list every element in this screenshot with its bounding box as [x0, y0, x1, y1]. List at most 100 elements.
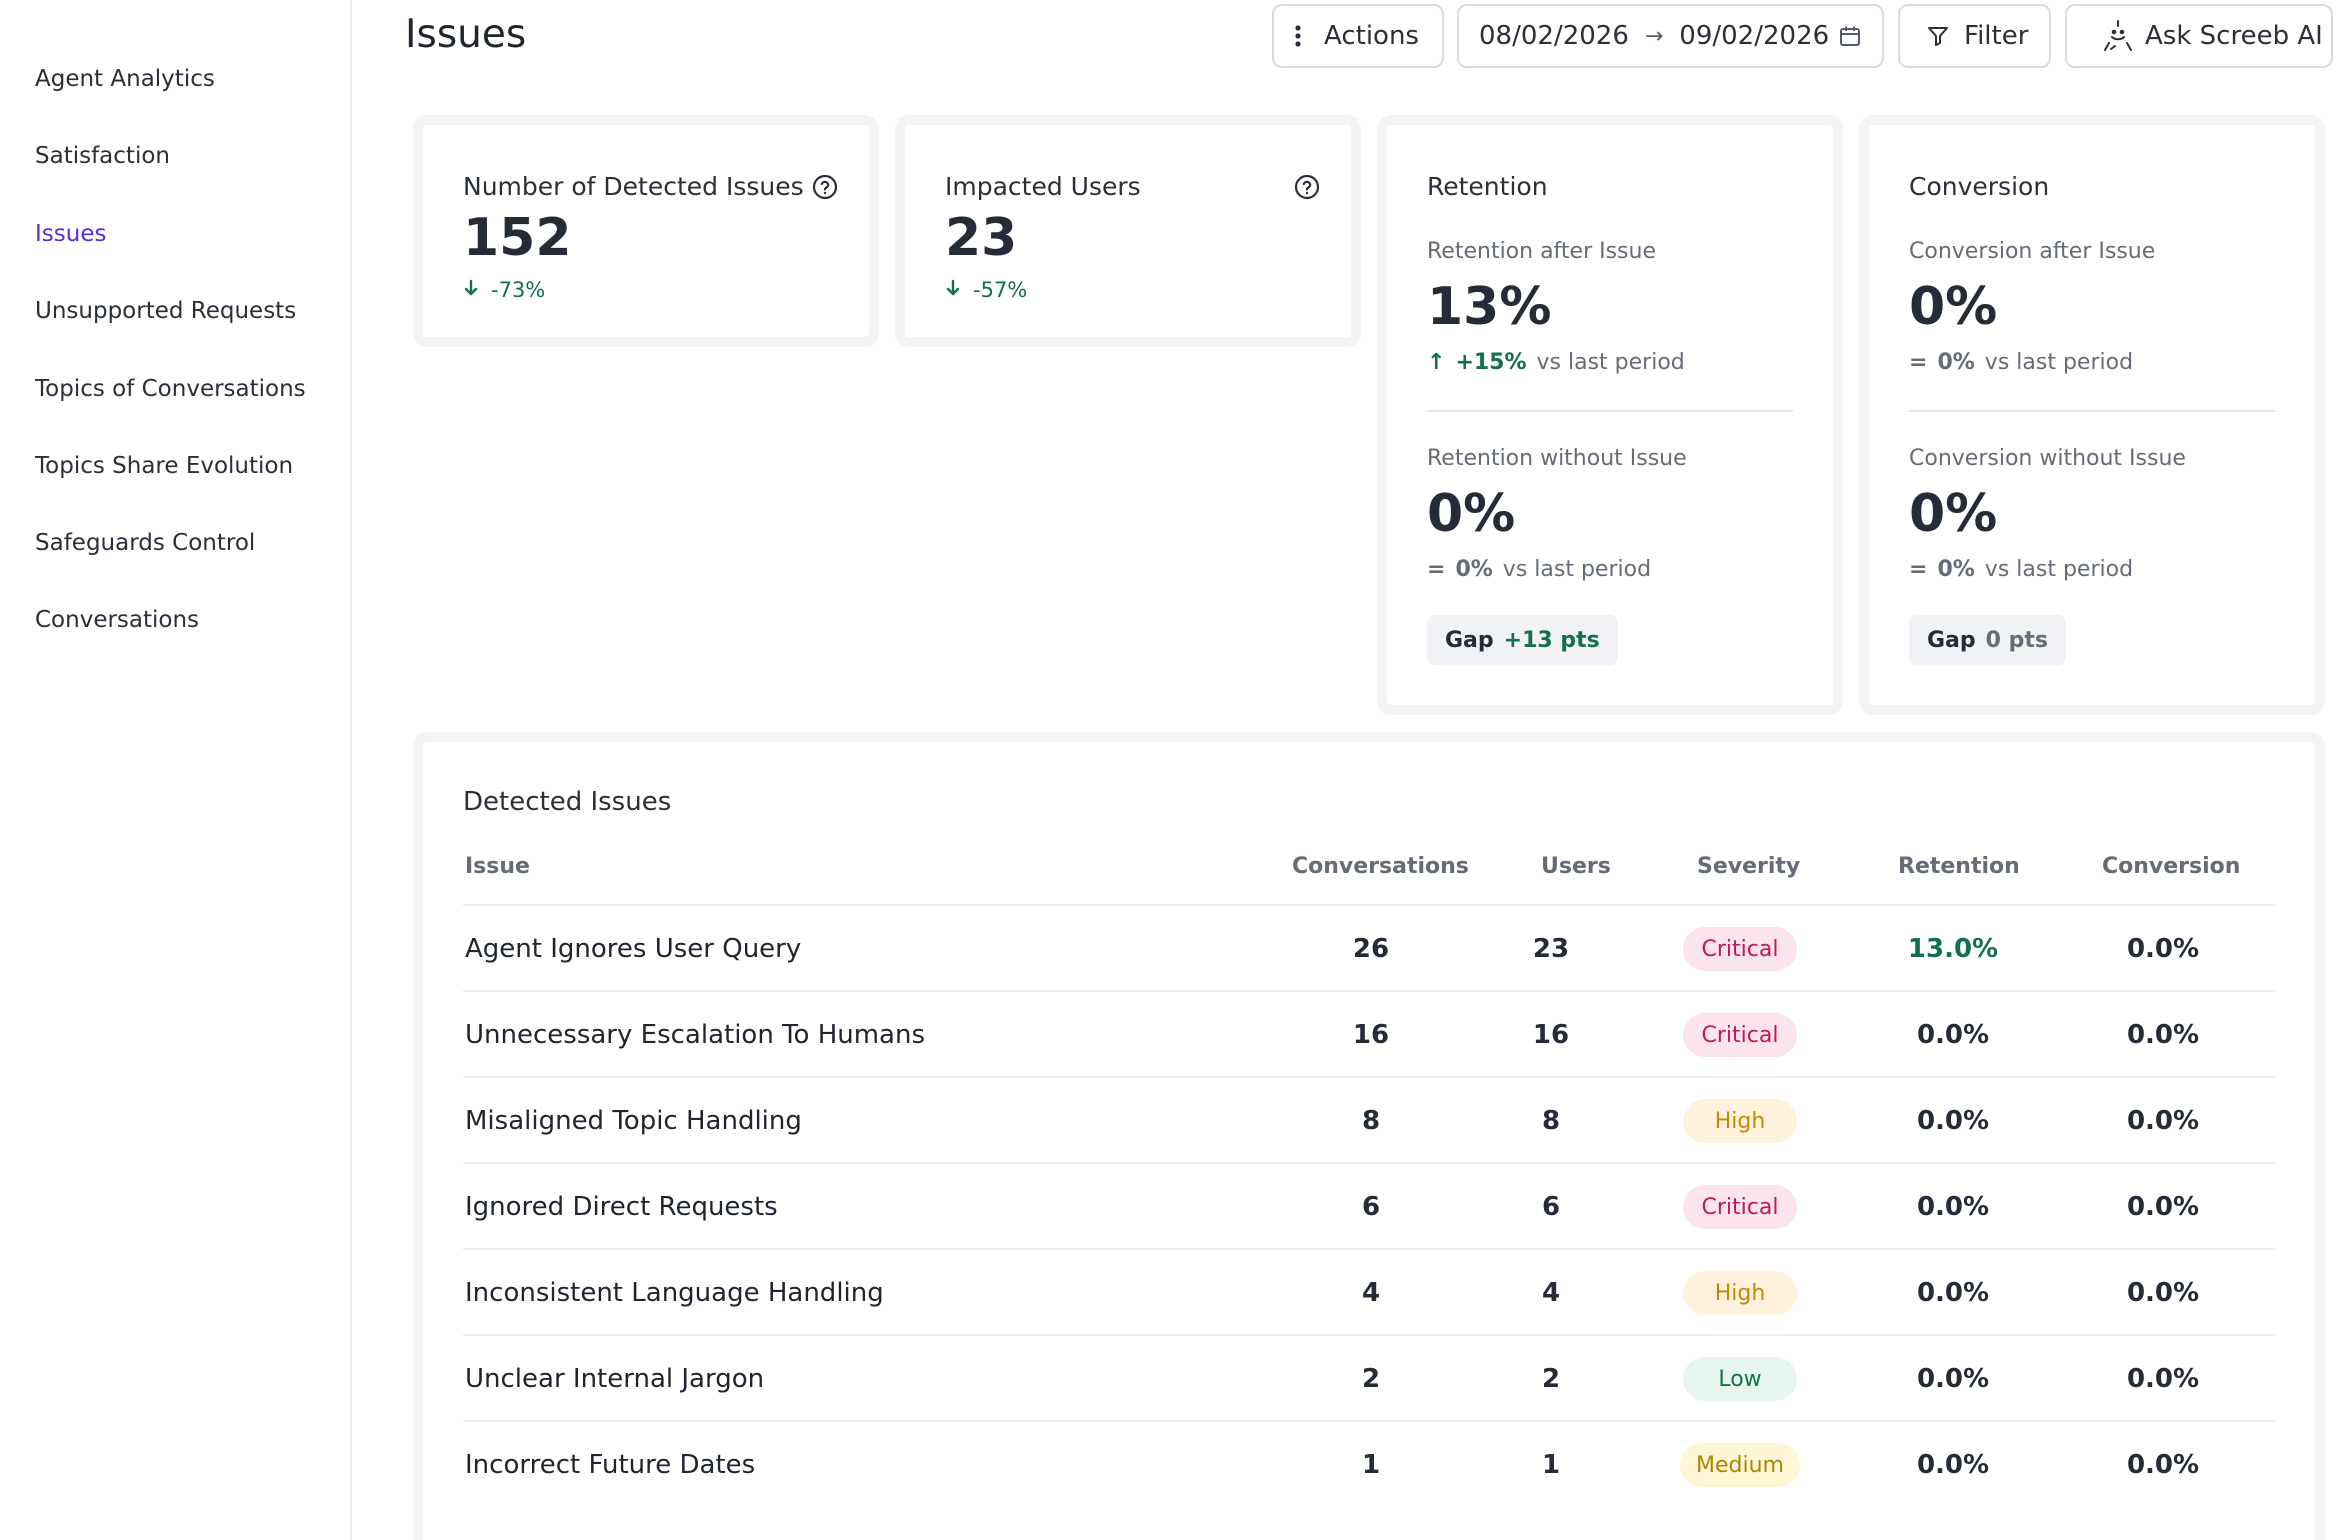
- gap-value: +13 pts: [1503, 627, 1600, 653]
- retention-without-comparison: = 0% vs last period: [1427, 557, 1651, 582]
- conversion-after-label: Conversion after Issue: [1909, 239, 2156, 264]
- severity-cell: Critical: [1660, 992, 1820, 1078]
- calendar-icon: [1839, 25, 1861, 47]
- column-header-conversations[interactable]: Conversations: [1292, 854, 1469, 879]
- retention-cell: 0.0%: [1916, 1020, 1990, 1050]
- divider: [1427, 410, 1793, 412]
- table-row[interactable]: Incorrect Future Dates 1 1 0.0% 0.0% Medium: [463, 1420, 2275, 1506]
- column-header-users[interactable]: Users: [1541, 854, 1611, 879]
- retention-after-comparison: ↑ +15% vs last period: [1427, 350, 1685, 375]
- column-header-retention[interactable]: Retention: [1898, 854, 2020, 879]
- issue-name: Misaligned Topic Handling: [465, 1106, 802, 1136]
- issue-name: Agent Ignores User Query: [465, 934, 802, 964]
- help-icon[interactable]: [1294, 174, 1320, 204]
- ask-ai-label: Ask Screeb AI: [2145, 21, 2323, 51]
- gap-label: Gap: [1445, 627, 1494, 653]
- conversations-cell: 4: [1361, 1278, 1381, 1308]
- date-start: 08/02/2026: [1479, 21, 1629, 51]
- users-cell: 23: [1532, 934, 1570, 964]
- gap-label: Gap: [1927, 627, 1976, 653]
- conversations-cell: 1: [1361, 1450, 1381, 1480]
- table-row[interactable]: Unclear Internal Jargon 2 2 0.0% 0.0% Low: [463, 1334, 2275, 1420]
- issue-name: Inconsistent Language Handling: [465, 1278, 884, 1308]
- gap-value: 0 pts: [1985, 627, 2048, 653]
- severity-cell: Critical: [1660, 906, 1820, 992]
- issue-name: Ignored Direct Requests: [465, 1192, 778, 1222]
- conversations-cell: 16: [1352, 1020, 1390, 1050]
- table-row[interactable]: Misaligned Topic Handling 8 8 0.0% 0.0% High: [463, 1076, 2275, 1162]
- filter-button[interactable]: Filter: [1898, 4, 2051, 68]
- retention-gap-badge: Gap +13 pts: [1427, 615, 1618, 665]
- date-arrow: →: [1644, 23, 1664, 49]
- impacted-users-value: 23: [945, 208, 1018, 268]
- filter-icon: [1926, 24, 1950, 48]
- severity-cell: High: [1660, 1250, 1820, 1336]
- issue-name: Incorrect Future Dates: [465, 1450, 756, 1480]
- table-row[interactable]: Agent Ignores User Query 26 23 13.0% 0.0% Cri…: [463, 904, 2275, 990]
- conversion-after-value: 0%: [1909, 277, 1998, 337]
- ask-ai-button[interactable]: Ask Screeb AI: [2065, 4, 2333, 68]
- retention-after-delta: +15%: [1455, 350, 1527, 375]
- sidebar-item-topics-share-evolution[interactable]: Topics Share Evolution: [35, 453, 294, 479]
- users-cell: 8: [1541, 1106, 1561, 1136]
- conversations-cell: 2: [1361, 1364, 1381, 1394]
- retention-after-value: 13%: [1427, 277, 1552, 337]
- retention-without-delta: 0%: [1455, 557, 1493, 582]
- detected-issues-title: Number of Detected Issues: [463, 172, 804, 201]
- column-header-conversion[interactable]: Conversion: [2102, 854, 2241, 879]
- sidebar: Agent Analytics Satisfaction Issues Unsu…: [0, 0, 352, 1540]
- users-cell: 16: [1532, 1020, 1570, 1050]
- retention-cell: 0.0%: [1916, 1278, 1990, 1308]
- table-row[interactable]: Inconsistent Language Handling 4 4 0.0% 0.0%…: [463, 1248, 2275, 1334]
- severity-cell: High: [1660, 1078, 1820, 1164]
- conversion-cell: 0.0%: [2126, 1192, 2200, 1222]
- conversations-cell: 26: [1352, 934, 1390, 964]
- conversion-without-value: 0%: [1909, 484, 1998, 544]
- arrow-down-icon: [463, 278, 479, 302]
- severity-badge: High: [1683, 1099, 1797, 1143]
- filter-label: Filter: [1964, 21, 2029, 51]
- conversion-cell: 0.0%: [2126, 1020, 2200, 1050]
- column-header-severity[interactable]: Severity: [1697, 854, 1801, 879]
- equals-icon: =: [1909, 557, 1928, 582]
- conversion-after-delta: 0%: [1937, 350, 1975, 375]
- more-vertical-icon: [1294, 24, 1302, 48]
- sidebar-item-issues[interactable]: Issues: [35, 221, 107, 247]
- conversion-cell: 0.0%: [2126, 1450, 2200, 1480]
- conversion-without-comparison: = 0% vs last period: [1909, 557, 2133, 582]
- severity-badge: Medium: [1680, 1443, 1800, 1487]
- impacted-users-title: Impacted Users: [945, 172, 1141, 201]
- users-cell: 6: [1541, 1192, 1561, 1222]
- help-icon[interactable]: [812, 174, 838, 204]
- detected-issues-value: 152: [463, 208, 572, 268]
- conversion-cell: 0.0%: [2126, 1364, 2200, 1394]
- retention-cell: 0.0%: [1916, 1192, 1990, 1222]
- arrow-up-icon: ↑: [1427, 350, 1446, 375]
- users-cell: 4: [1541, 1278, 1561, 1308]
- equals-icon: =: [1909, 350, 1928, 375]
- sidebar-item-conversations[interactable]: Conversations: [35, 607, 200, 633]
- sidebar-item-agent-analytics[interactable]: Agent Analytics: [35, 66, 215, 92]
- severity-badge: Critical: [1683, 1185, 1797, 1229]
- retention-cell: 0.0%: [1916, 1450, 1990, 1480]
- vs-last-period-label: vs last period: [1536, 350, 1685, 375]
- table-row[interactable]: Ignored Direct Requests 6 6 0.0% 0.0% Critica…: [463, 1162, 2275, 1248]
- table-title: Detected Issues: [463, 787, 672, 817]
- users-cell: 1: [1541, 1450, 1561, 1480]
- actions-button[interactable]: Actions: [1272, 4, 1444, 68]
- sidebar-item-satisfaction[interactable]: Satisfaction: [35, 143, 170, 169]
- conversion-gap-badge: Gap 0 pts: [1909, 615, 2066, 665]
- sidebar-item-topics-of-conversations[interactable]: Topics of Conversations: [35, 376, 306, 402]
- sidebar-item-safeguards-control[interactable]: Safeguards Control: [35, 530, 256, 556]
- conversion-cell: 0.0%: [2126, 934, 2200, 964]
- sidebar-item-unsupported-requests[interactable]: Unsupported Requests: [35, 298, 297, 324]
- conversations-cell: 8: [1361, 1106, 1381, 1136]
- column-header-issue[interactable]: Issue: [465, 854, 530, 879]
- detected-issues-delta: -73%: [463, 278, 545, 302]
- severity-badge: Low: [1683, 1357, 1797, 1401]
- table-row[interactable]: Unnecessary Escalation To Humans 16 16 0.0%…: [463, 990, 2275, 1076]
- severity-cell: Low: [1660, 1336, 1820, 1422]
- date-range-picker[interactable]: 08/02/2026 → 09/02/2026: [1457, 4, 1884, 68]
- conversion-cell: 0.0%: [2126, 1106, 2200, 1136]
